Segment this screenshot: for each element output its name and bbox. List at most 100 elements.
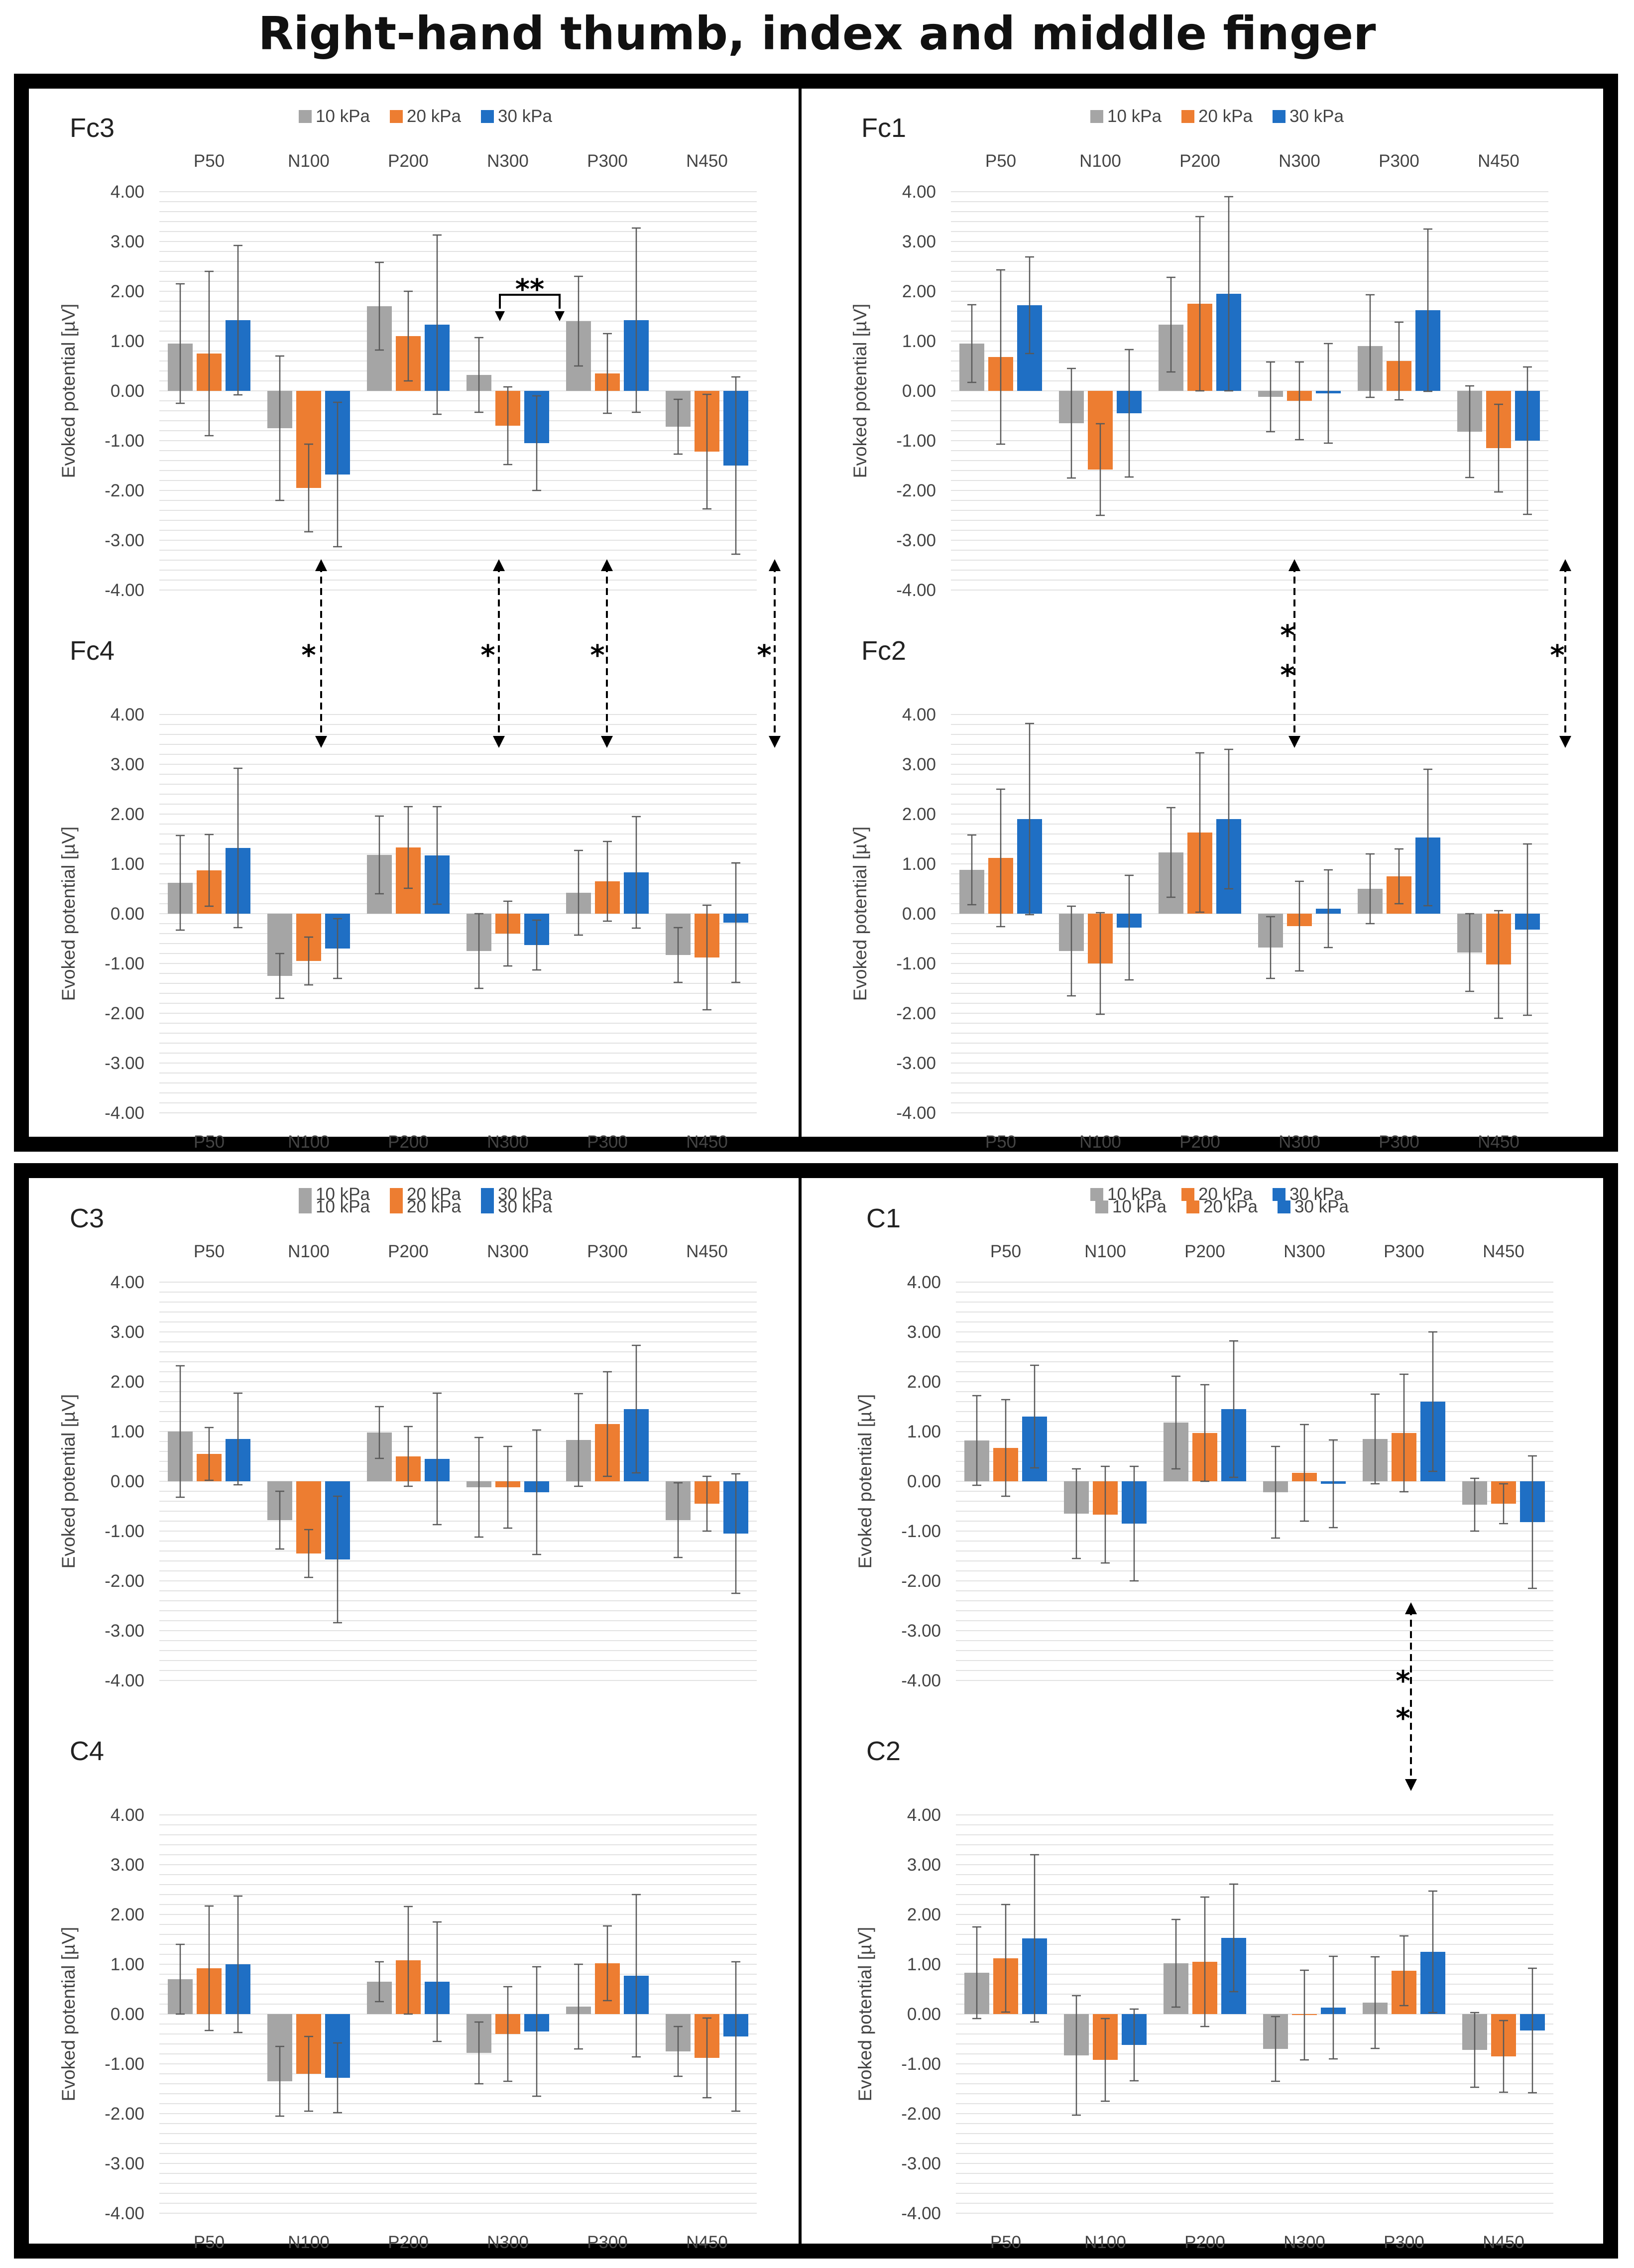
legend-swatch <box>1181 1188 1194 1201</box>
category-label: P300 <box>1384 1242 1424 1261</box>
y-axis-label: Evoked potential [µV] <box>850 304 870 478</box>
y-tick-label: -4.00 <box>896 1103 936 1123</box>
category-label: P300 <box>587 2233 628 2252</box>
category-label: N450 <box>1483 2233 1524 2252</box>
category-label: P200 <box>1179 151 1220 171</box>
legend-label: 10 kPa <box>316 1197 370 1216</box>
y-tick-label: -4.00 <box>105 1103 144 1123</box>
y-tick-label: 4.00 <box>902 182 936 202</box>
significance-star: * <box>1280 659 1294 692</box>
y-tick-label: 4.00 <box>907 1805 941 1825</box>
y-tick-label: 0.00 <box>907 1472 941 1491</box>
category-label: P300 <box>1379 1132 1419 1152</box>
category-label: P200 <box>388 2233 429 2252</box>
category-label: N450 <box>1478 1132 1519 1152</box>
y-tick-label: -4.00 <box>901 1671 941 1690</box>
legend-swatch <box>1186 1200 1199 1213</box>
y-tick-label: 3.00 <box>902 755 936 774</box>
category-label: N450 <box>686 1132 728 1152</box>
y-tick-label: 3.00 <box>111 232 144 251</box>
legend-label: 20 kPa <box>407 1185 461 1204</box>
category-label: P50 <box>990 2233 1021 2252</box>
y-tick-label: -3.00 <box>901 2154 941 2173</box>
y-tick-label: -2.00 <box>105 1571 144 1591</box>
category-label: N450 <box>686 2233 728 2252</box>
legend-label: 10 kPa <box>1107 107 1162 126</box>
y-tick-label: 4.00 <box>111 705 144 724</box>
y-tick-label: 4.00 <box>111 1805 144 1825</box>
y-tick-label: 1.00 <box>111 854 144 874</box>
y-tick-label: 2.00 <box>111 805 144 824</box>
bracket-arrowhead <box>555 311 565 321</box>
legend-label: 20 kPa <box>1203 1197 1258 1216</box>
y-tick-label: -3.00 <box>105 2154 144 2173</box>
y-tick-label: 3.00 <box>902 232 936 251</box>
figure-title: Right-hand thumb, index and middle finge… <box>258 7 1376 60</box>
category-label: P200 <box>1179 1132 1220 1152</box>
y-tick-label: 3.00 <box>111 755 144 774</box>
category-label: P300 <box>1379 151 1419 171</box>
chart-c3: C3 4.00 3.00 2.00 1.00 0.00 -1.00 -2.00 -3.00 -4.… <box>58 1197 757 1690</box>
y-tick-label: -2.00 <box>896 481 936 500</box>
category-label: N100 <box>1079 151 1121 171</box>
y-tick-label: -1.00 <box>105 954 144 973</box>
y-tick-label: -2.00 <box>105 1004 144 1023</box>
significance-star: ** <box>515 273 545 306</box>
legend-label: 30 kPa <box>1289 107 1344 126</box>
legend-label: 20 kPa <box>1198 1185 1253 1204</box>
category-label: N300 <box>487 1132 529 1152</box>
legend-swatch <box>299 1200 312 1213</box>
y-tick-label: -1.00 <box>105 2054 144 2074</box>
y-tick-label: -1.00 <box>901 2054 941 2074</box>
y-tick-label: 3.00 <box>907 1322 941 1342</box>
chart-c1: C1 4.00 3.00 2.00 1.00 0.00 -1.00 -2.00 -3.00 -4.… <box>855 1197 1553 1690</box>
category-label: N100 <box>288 151 330 171</box>
category-label: N450 <box>686 1242 728 1261</box>
category-label: P300 <box>587 1132 628 1152</box>
legend-label: 20 kPa <box>407 1197 461 1216</box>
y-tick-label: -1.00 <box>105 431 144 451</box>
legend-swatch <box>481 1200 494 1213</box>
category-label: P50 <box>985 1132 1016 1152</box>
y-tick-label: -3.00 <box>105 1621 144 1641</box>
legend-label: 10 kPa <box>316 107 370 126</box>
category-label: N100 <box>288 1242 330 1261</box>
category-label: P200 <box>388 151 429 171</box>
legend-swatch <box>1181 110 1194 123</box>
legend-swatch <box>299 110 312 123</box>
y-tick-label: -2.00 <box>896 1004 936 1023</box>
significance-star: * <box>301 639 316 672</box>
y-tick-label: 2.00 <box>111 1905 144 1924</box>
chart-c2: C2 4.00 3.00 2.00 1.00 0.00 -1.00 -2.00 -3.00 -4.… <box>855 1736 1553 2252</box>
y-axis-label: Evoked potential [µV] <box>58 1394 79 1568</box>
category-label: P50 <box>985 151 1016 171</box>
category-label: N100 <box>1084 1242 1126 1261</box>
y-tick-label: -4.00 <box>896 581 936 600</box>
significance-star: * <box>1550 639 1564 672</box>
legend-swatch <box>1273 1188 1285 1201</box>
y-tick-label: 2.00 <box>902 805 936 824</box>
y-tick-label: 3.00 <box>111 1855 144 1875</box>
y-tick-label: 0.00 <box>111 381 144 401</box>
y-tick-label: 4.00 <box>907 1273 941 1292</box>
legend-swatch <box>390 110 403 123</box>
y-axis-label: Evoked potential [µV] <box>58 1927 79 2101</box>
y-tick-label: -4.00 <box>105 2204 144 2223</box>
category-label: N300 <box>487 151 529 171</box>
y-tick-label: -4.00 <box>105 581 144 600</box>
y-tick-label: 0.00 <box>111 1472 144 1491</box>
category-label: N450 <box>1483 1242 1524 1261</box>
category-label: N300 <box>1284 2233 1325 2252</box>
y-tick-label: 2.00 <box>907 1905 941 1924</box>
y-tick-label: 0.00 <box>902 904 936 924</box>
category-label: P300 <box>587 151 628 171</box>
category-label: P200 <box>1184 1242 1225 1261</box>
legend-swatch <box>390 1188 403 1201</box>
y-tick-label: 4.00 <box>902 705 936 724</box>
category-label: P50 <box>194 2233 225 2252</box>
channel-label: C4 <box>70 1736 104 1766</box>
category-label: N300 <box>1284 1242 1325 1261</box>
y-tick-label: -4.00 <box>105 1671 144 1690</box>
channel-label: Fc1 <box>861 113 906 143</box>
